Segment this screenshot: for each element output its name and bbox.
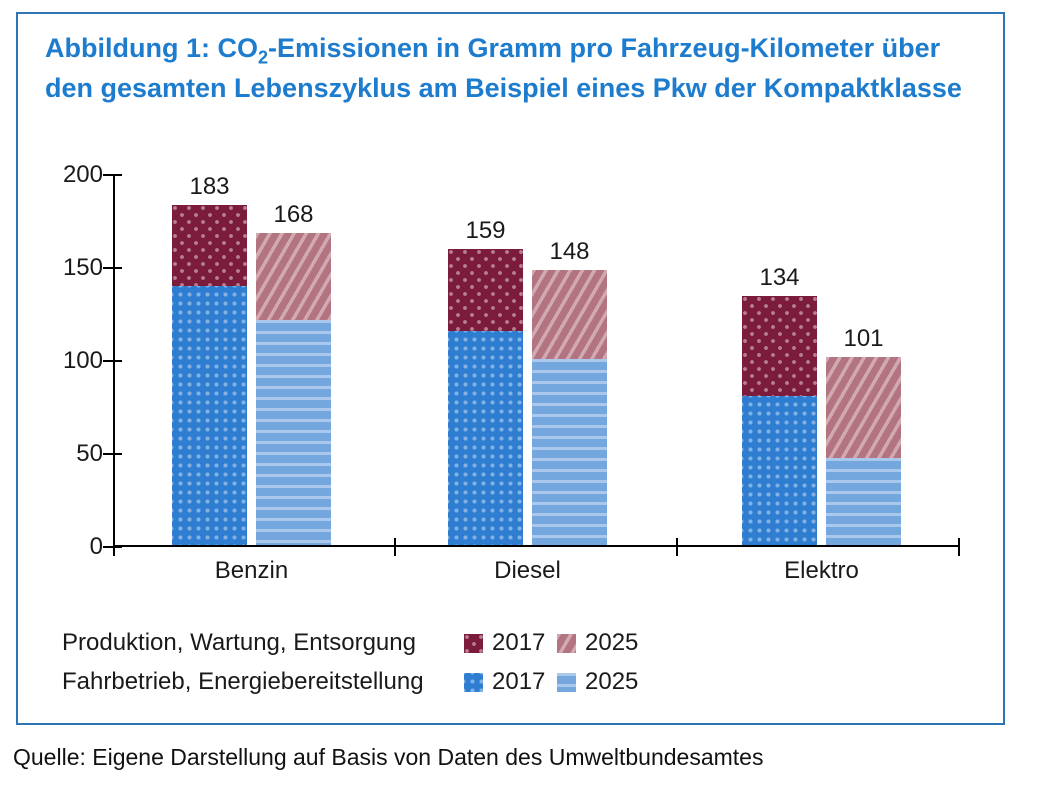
y-axis-tick-label: 150	[62, 254, 103, 281]
y-axis-tick-label: 50	[76, 440, 103, 467]
legend-swatch-produktion-2017	[464, 634, 483, 653]
x-axis-line	[113, 545, 960, 547]
bar-segment-fahrbetrieb-benzin-2017	[172, 286, 247, 545]
bar-benzin-2017	[172, 204, 247, 545]
figure-title-line1: Abbildung 1: CO2-Emissionen in Gramm pro…	[45, 28, 985, 68]
bar-total-label-benzin-2025: 168	[273, 200, 314, 228]
legend-year-produktion-2017: 2017	[492, 629, 546, 656]
bar-diesel-2017	[448, 249, 523, 545]
bar-segment-produktion-benzin-2025	[256, 232, 331, 320]
bar-segment-produktion-diesel-2017	[448, 249, 523, 332]
legend-swatch-produktion-2025	[557, 634, 576, 653]
category-label-diesel: Diesel	[494, 557, 561, 584]
plot-area: 0 50 100 150 200 183 168 159 148 134 101 Benzin Dies…	[63, 161, 960, 584]
figure-title-line2: den gesamten Lebenszyklus am Beispiel ei…	[45, 73, 962, 103]
bar-segment-produktion-benzin-2017	[172, 204, 247, 287]
bar-total-label-elektro-2017: 134	[759, 263, 800, 291]
bar-segment-fahrbetrieb-benzin-2025	[256, 319, 331, 545]
y-axis-tick-label: 200	[62, 161, 103, 188]
y-axis-tick-label: 100	[62, 347, 103, 374]
legend-label-produktion: Produktion, Wartung, Entsorgung	[62, 629, 416, 656]
y-axis-tick	[103, 546, 122, 548]
bar-elektro-2017	[742, 295, 817, 545]
bar-elektro-2025	[826, 357, 901, 545]
legend-label-fahrbetrieb: Fahrbetrieb, Energiebereitstellung	[62, 668, 424, 695]
y-axis-tick	[103, 360, 122, 362]
title-co2-subscript: 2	[257, 47, 268, 68]
bar-segment-fahrbetrieb-diesel-2025	[532, 359, 607, 545]
figure-title: Abbildung 1: CO2-Emissionen in Gramm pro…	[45, 28, 985, 108]
bar-segment-fahrbetrieb-elektro-2025	[826, 457, 901, 545]
source-note: Quelle: Eigene Darstellung auf Basis von…	[13, 744, 764, 770]
title-text-pre: Abbildung 1: CO	[45, 33, 258, 63]
legend-year-produktion-2025: 2025	[585, 629, 639, 656]
y-axis-tick	[103, 453, 122, 455]
title-text-post: -Emissionen in Gramm pro Fahrzeug-Kilome…	[267, 33, 941, 63]
bar-total-label-elektro-2025: 101	[843, 325, 884, 353]
category-label-elektro: Elektro	[784, 557, 859, 584]
bar-segment-produktion-diesel-2025	[532, 269, 607, 359]
bar-benzin-2025	[256, 232, 331, 545]
y-axis-tick	[103, 267, 122, 269]
x-axis-tick	[394, 538, 396, 556]
y-axis-tick-label: 0	[89, 533, 103, 560]
legend-year-fahrbetrieb-2025: 2025	[585, 668, 639, 695]
bar-segment-produktion-elektro-2025	[826, 357, 901, 458]
bar-total-label-diesel-2025: 148	[549, 237, 590, 265]
bar-total-label-benzin-2017: 183	[189, 172, 230, 200]
bar-diesel-2025	[532, 269, 607, 545]
category-label-benzin: Benzin	[214, 557, 289, 584]
bar-segment-fahrbetrieb-diesel-2017	[448, 331, 523, 545]
y-axis-line	[113, 175, 115, 556]
x-axis-tick	[676, 538, 678, 556]
legend-year-fahrbetrieb-2017: 2017	[492, 668, 546, 695]
legend-swatch-fahrbetrieb-2017	[464, 673, 483, 692]
bar-segment-produktion-elektro-2017	[742, 295, 817, 397]
legend-swatch-fahrbetrieb-2025	[557, 673, 576, 692]
x-axis-tick	[958, 538, 960, 556]
bar-total-label-diesel-2017: 159	[465, 217, 506, 245]
bar-segment-fahrbetrieb-elektro-2017	[742, 396, 817, 545]
y-axis-tick	[103, 174, 122, 176]
